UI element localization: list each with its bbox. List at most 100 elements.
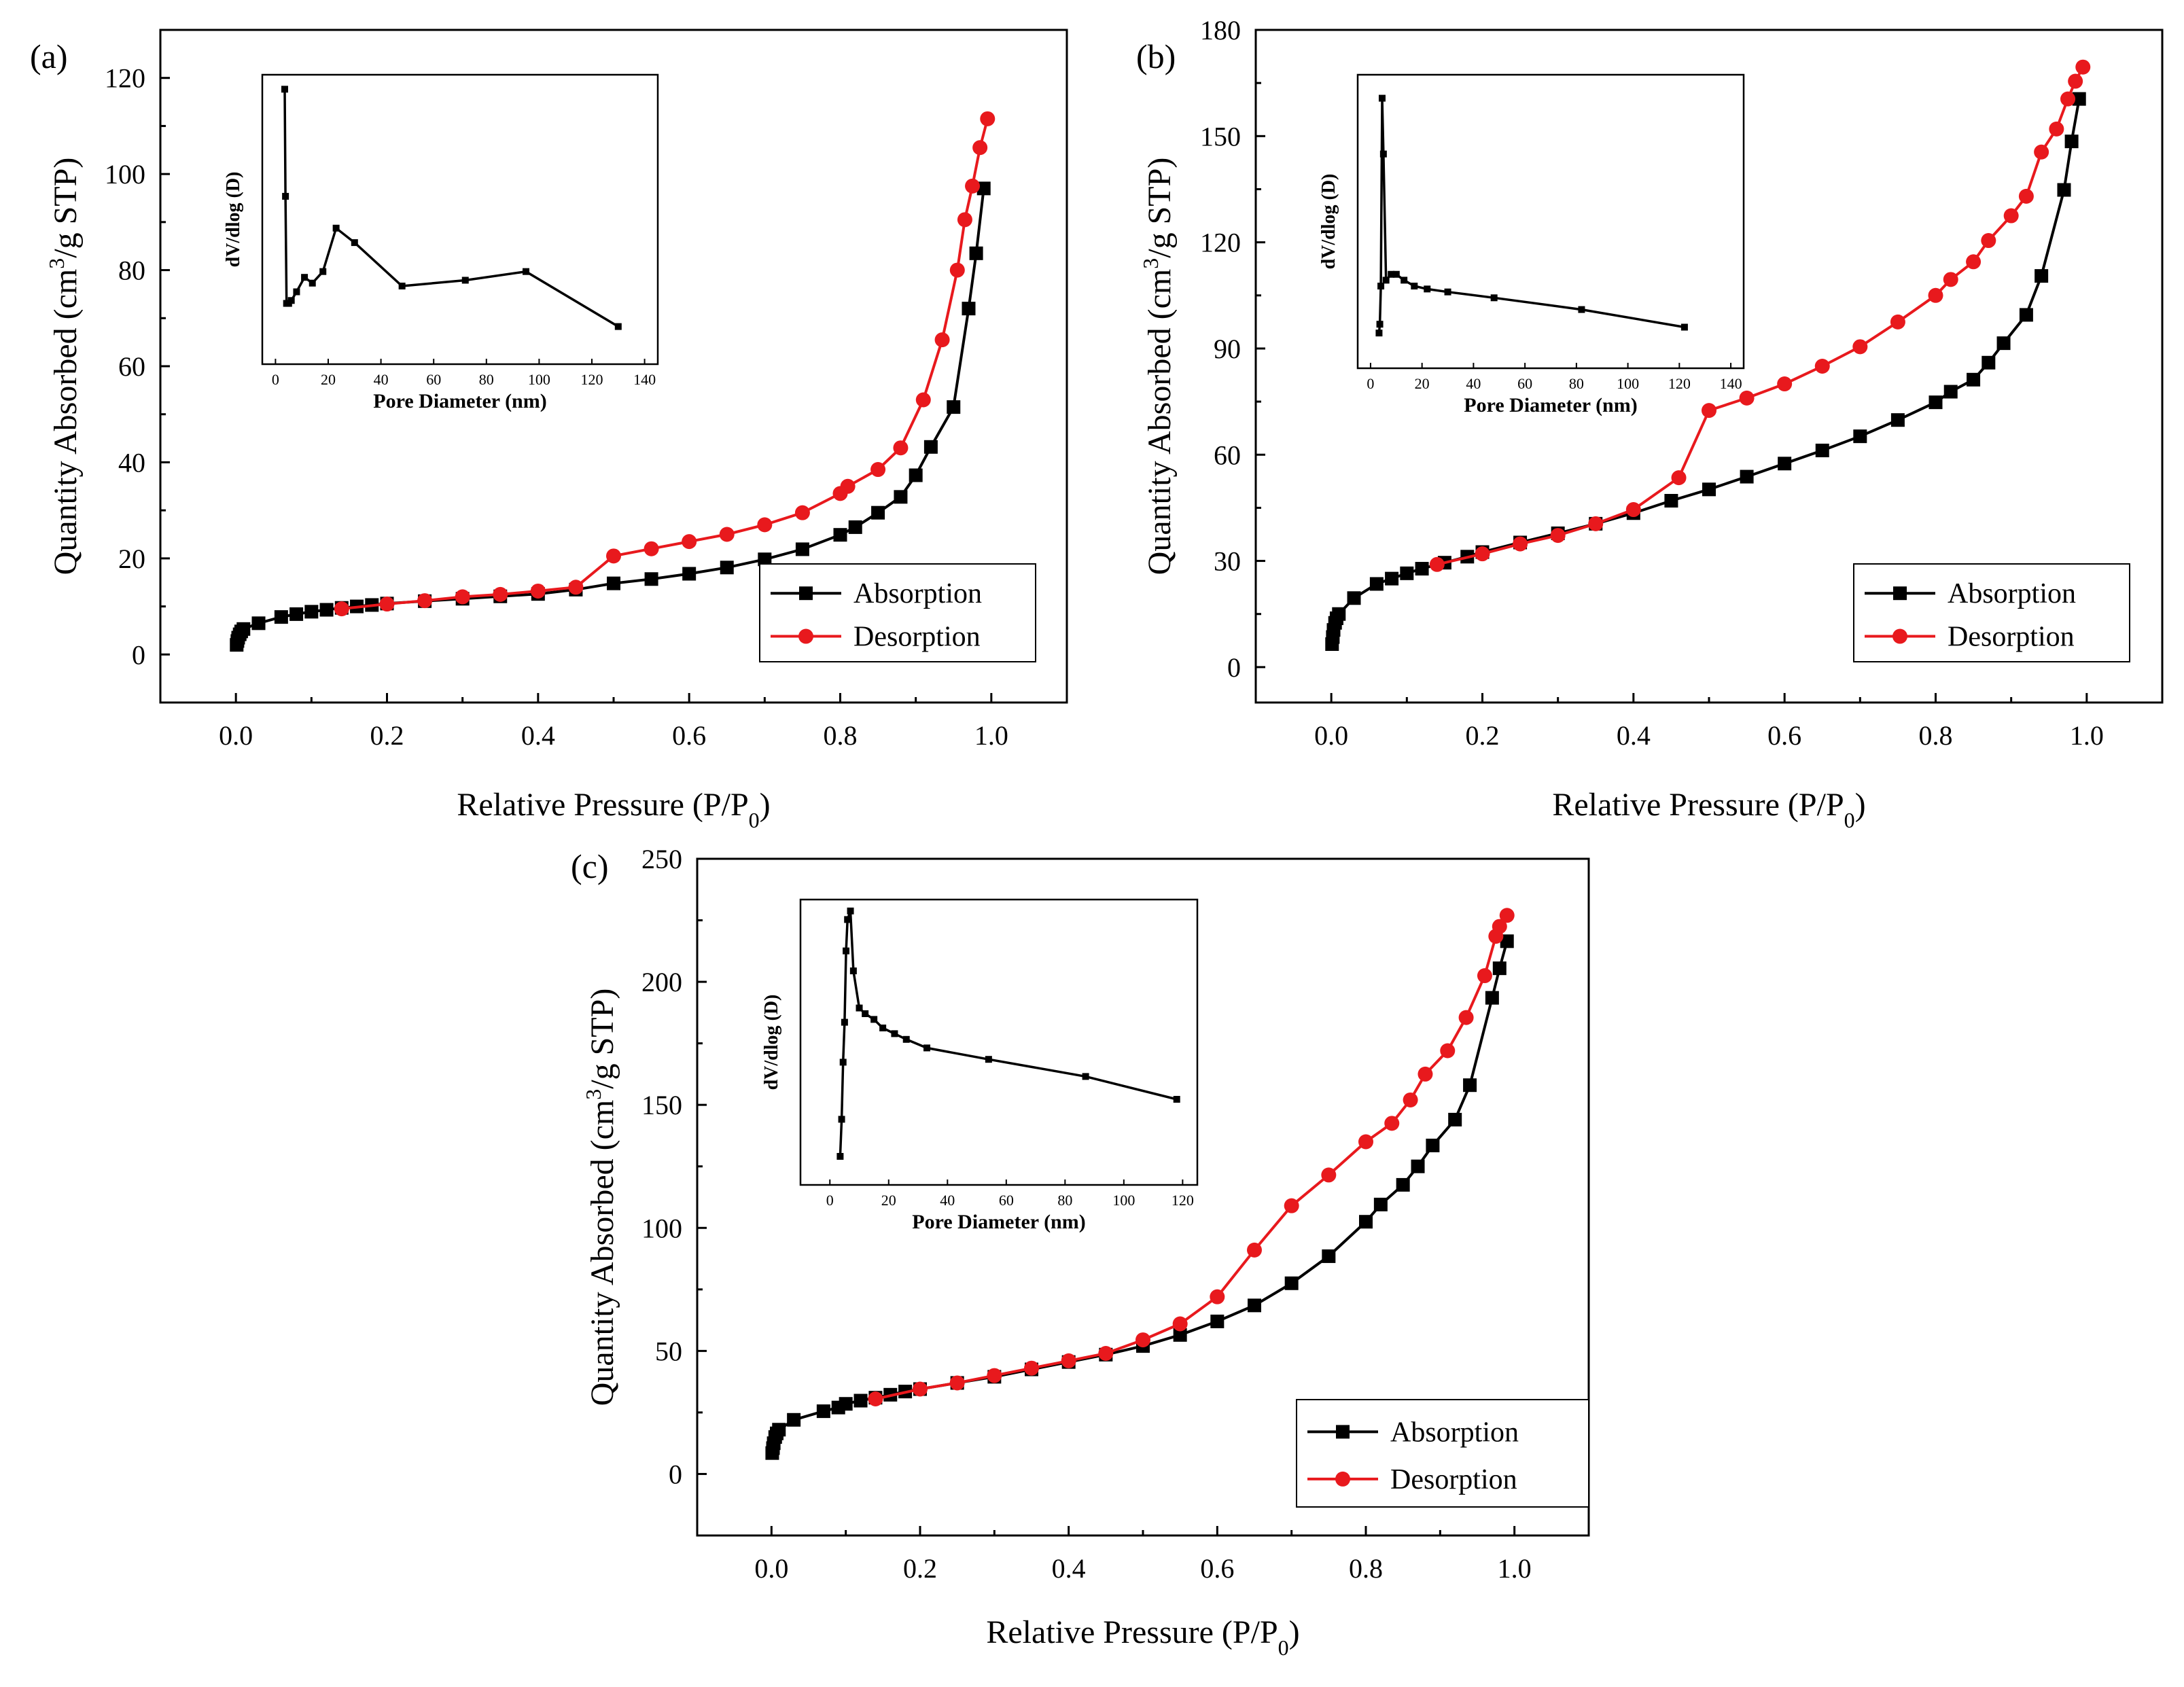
data-point-absorption xyxy=(1982,355,1996,370)
x-tick-label: 0.8 xyxy=(824,720,858,751)
data-point-absorption xyxy=(251,616,266,631)
inset-x-tick-label: 80 xyxy=(479,371,494,388)
y-tick-label: 180 xyxy=(1200,15,1241,46)
data-point-desorption xyxy=(455,589,470,605)
data-point-desorption xyxy=(1671,470,1687,486)
data-point-desorption xyxy=(493,586,508,602)
data-point-desorption xyxy=(644,541,659,556)
inset-x-tick-label: 60 xyxy=(1517,375,1532,392)
data-point-desorption xyxy=(379,597,395,612)
data-point-absorption xyxy=(1347,591,1361,605)
inset-x-tick-label: 100 xyxy=(1617,375,1639,392)
inset-data-point xyxy=(1424,285,1431,293)
x-tick-label: 1.0 xyxy=(1498,1553,1532,1584)
x-axis-label: Relative Pressure (P/P0) xyxy=(1552,787,1865,832)
inset-x-tick-label: 120 xyxy=(1668,375,1691,392)
data-point-absorption xyxy=(1322,1249,1336,1263)
x-tick-label: 0.8 xyxy=(1919,720,1953,751)
y-tick-label: 100 xyxy=(641,1213,682,1243)
data-point-absorption xyxy=(1664,494,1678,508)
data-point-absorption xyxy=(1373,1197,1388,1211)
data-point-absorption xyxy=(720,561,734,575)
data-point-desorption xyxy=(1890,314,1905,330)
inset-x-axis-label: Pore Diameter (nm) xyxy=(1464,394,1637,416)
data-point-absorption xyxy=(1853,429,1867,444)
y-tick-label: 60 xyxy=(118,351,145,382)
legend-label: Absorption xyxy=(853,578,982,609)
data-point-absorption xyxy=(319,603,334,617)
legend-marker-square xyxy=(1336,1425,1350,1439)
x-tick-label: 0.0 xyxy=(1314,720,1348,751)
data-point-desorption xyxy=(417,593,433,609)
y-axis-label: Quantity Absorbed (cm3/g STP) xyxy=(1138,158,1178,575)
inset-data-point xyxy=(1376,321,1384,328)
inset-data-point xyxy=(281,86,288,93)
inset-data-point xyxy=(862,1010,869,1017)
inset-x-tick-label: 60 xyxy=(999,1192,1014,1209)
inset-data-point xyxy=(923,1044,931,1052)
data-point-desorption xyxy=(980,111,996,126)
x-tick-label: 0.4 xyxy=(521,720,555,751)
data-point-desorption xyxy=(915,392,931,408)
inset-data-point xyxy=(1680,323,1688,331)
data-point-desorption xyxy=(1358,1134,1373,1150)
data-point-absorption xyxy=(682,567,697,581)
inset-data-point xyxy=(849,967,857,974)
x-tick-label: 0.4 xyxy=(1617,720,1651,751)
inset-y-axis-label: dV/dlog (D) xyxy=(223,172,244,268)
data-point-desorption xyxy=(1098,1345,1114,1361)
inset-x-tick-label: 80 xyxy=(1569,375,1584,392)
data-point-absorption xyxy=(787,1413,801,1427)
data-point-absorption xyxy=(894,490,908,504)
legend-marker-circle xyxy=(1892,628,1907,644)
inset-x-tick-label: 20 xyxy=(321,371,336,388)
data-point-absorption xyxy=(1943,385,1958,399)
y-tick-label: 20 xyxy=(118,544,145,574)
x-tick-label: 0.2 xyxy=(1466,720,1500,751)
inset-data-point xyxy=(856,1004,863,1012)
legend-box xyxy=(1853,563,2130,662)
inset-data-point xyxy=(332,224,340,232)
data-point-desorption xyxy=(1488,929,1504,944)
data-point-desorption xyxy=(1172,1316,1188,1332)
data-point-absorption xyxy=(2064,135,2079,149)
data-point-desorption xyxy=(870,462,886,478)
inset-x-tick-label: 120 xyxy=(1172,1192,1194,1209)
inset-x-tick-label: 40 xyxy=(374,371,389,388)
inset-y-axis-label: dV/dlog (D) xyxy=(761,995,782,1090)
inset-x-tick-label: 40 xyxy=(940,1192,955,1209)
inset-x-axis-label: Pore Diameter (nm) xyxy=(373,390,546,412)
data-point-absorption xyxy=(1400,566,1414,580)
inset-data-point xyxy=(398,282,406,289)
data-point-absorption xyxy=(1702,482,1716,497)
data-point-desorption xyxy=(1440,1043,1456,1059)
data-point-absorption xyxy=(1369,577,1384,591)
inset-frame xyxy=(799,898,1199,1186)
data-point-desorption xyxy=(1024,1360,1039,1376)
data-point-desorption xyxy=(1966,254,1982,270)
data-point-desorption xyxy=(568,580,584,595)
data-point-absorption xyxy=(607,576,620,590)
data-point-absorption xyxy=(1890,413,1905,427)
inset-data-point xyxy=(879,1025,887,1031)
inset-data-point xyxy=(523,268,529,275)
data-point-absorption xyxy=(1492,961,1507,976)
inset-x-tick-label: 100 xyxy=(1112,1192,1135,1209)
panel-c: 0.0 0.2 0.4 0.6 0.8 1.0050100150200250(c)Rela… xyxy=(571,844,1590,1660)
data-point-absorption xyxy=(644,572,658,586)
data-point-absorption xyxy=(1778,457,1792,471)
data-point-desorption xyxy=(1739,390,1755,406)
inset-data-point xyxy=(844,916,851,923)
data-point-absorption xyxy=(1967,372,1981,387)
data-point-absorption xyxy=(304,605,319,619)
data-point-desorption xyxy=(972,140,988,156)
data-point-absorption xyxy=(1415,562,1429,576)
data-point-desorption xyxy=(1981,233,1996,249)
data-point-absorption xyxy=(871,505,885,520)
inset-data-point xyxy=(1578,306,1585,313)
data-point-absorption xyxy=(758,552,772,567)
inset-data-point xyxy=(1388,270,1395,278)
inset-x-tick-label: 20 xyxy=(1415,375,1430,392)
inset-x-tick-label: 80 xyxy=(1057,1192,1072,1209)
y-tick-label: 100 xyxy=(105,159,145,190)
